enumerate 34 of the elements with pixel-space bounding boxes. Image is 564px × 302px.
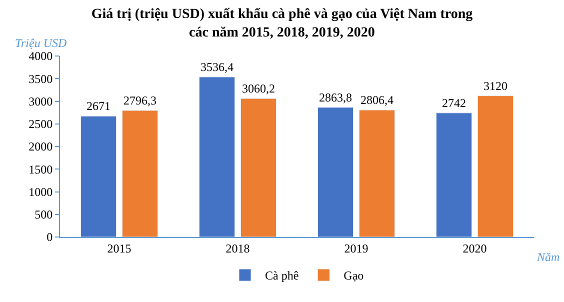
legend-label: Gạo <box>344 268 364 283</box>
x-tick-label: 2018 <box>226 241 250 256</box>
bar <box>198 76 236 237</box>
data-label: 3060,2 <box>242 82 275 96</box>
y-tick-label: 4000 <box>28 49 53 64</box>
data-label: 3536,4 <box>200 60 234 74</box>
y-tick-label: 3500 <box>28 72 53 86</box>
y-tick-label: 0 <box>46 230 53 244</box>
y-tick-label: 2500 <box>28 117 53 132</box>
y-tick-label: 3000 <box>28 94 53 108</box>
y-tick-label: 500 <box>34 208 53 222</box>
x-tick-label: 2019 <box>344 241 368 256</box>
data-label: 2863,8 <box>319 90 352 104</box>
bar <box>436 112 472 237</box>
data-label: 2796,3 <box>123 93 156 108</box>
data-label: 2806,4 <box>360 93 394 108</box>
y-tick-label: 1500 <box>28 162 53 176</box>
legend-label: Cà phê <box>265 268 299 283</box>
bar <box>122 110 158 237</box>
bar <box>358 110 396 237</box>
bar <box>477 96 514 237</box>
data-label: 2742 <box>442 96 466 110</box>
y-axis-title: Triệu USD <box>15 36 68 50</box>
data-label: 3120 <box>483 78 508 93</box>
x-tick-label: 2015 <box>107 241 132 256</box>
y-tick-label: 1000 <box>28 184 53 199</box>
x-tick-label: 2020 <box>462 241 487 256</box>
bar <box>240 98 277 237</box>
y-tick-label: 2000 <box>28 140 53 154</box>
x-axis-title: Năm <box>536 250 560 264</box>
chart-title: Giá trị (triệu USD) xuất khẩu cà phê và gạo của Việt Nam trong các năm 2015, 2018, 2019, 2020 <box>91 7 473 40</box>
bar <box>80 116 117 237</box>
bar <box>317 107 354 237</box>
data-label: 2671 <box>86 99 111 114</box>
